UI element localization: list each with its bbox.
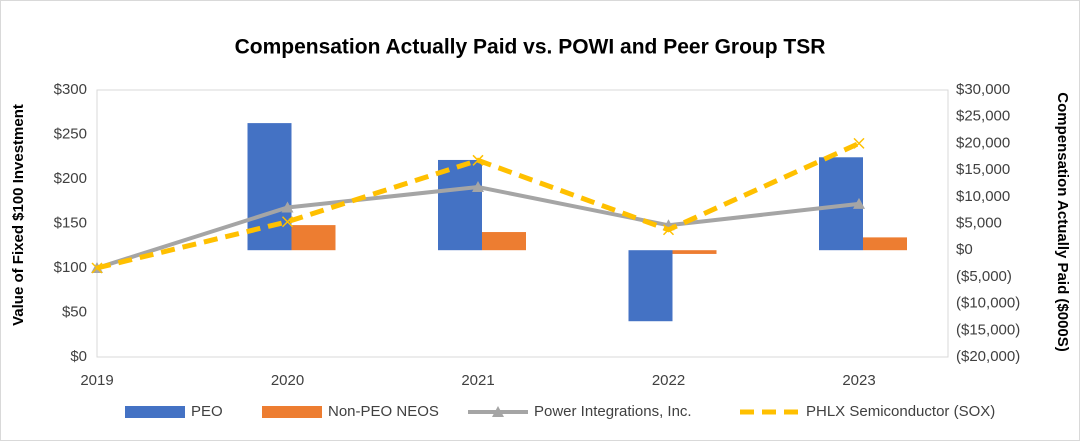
y2-tick-label: $0: [956, 241, 973, 258]
y2-tick-label: $15,000: [956, 161, 1010, 178]
bar: [672, 250, 717, 254]
point-marker: [853, 197, 865, 209]
legend-swatch: [262, 406, 322, 418]
legend-marker: [492, 406, 504, 417]
x-tick-label: 2020: [271, 372, 304, 389]
legend-swatch: [125, 406, 185, 418]
y2-tick-label: ($15,000): [956, 321, 1020, 338]
y-tick-label: $0: [70, 348, 87, 365]
x-tick-label: 2019: [80, 372, 113, 389]
plot-frame: [96, 89, 949, 358]
chart-title: Compensation Actually Paid vs. POWI and …: [235, 36, 826, 59]
bar: [863, 237, 907, 251]
point-marker: [281, 201, 294, 213]
x-tick-label: 2021: [461, 372, 494, 389]
y-tick-label: $150: [54, 214, 87, 231]
point-marker: [281, 216, 294, 228]
y2-tick-label: $30,000: [956, 81, 1010, 98]
point-marker: [91, 262, 103, 274]
point-marker: [853, 137, 865, 149]
y-tick-label: $50: [62, 303, 87, 320]
point-marker: [662, 224, 675, 236]
y-tick-label: $100: [54, 259, 87, 276]
y2-tick-label: ($5,000): [956, 268, 1012, 285]
y-tick-label: $300: [54, 81, 87, 98]
y2-tick-label: $20,000: [956, 134, 1010, 151]
y2-axis-label: Compensation Actually Paid ($000S): [1054, 92, 1071, 352]
y2-tick-label: ($10,000): [956, 295, 1020, 312]
x-tick-label: 2023: [842, 372, 875, 389]
y2-tick-label: $25,000: [956, 108, 1010, 125]
legend-label: PHLX Semiconductor (SOX): [806, 403, 995, 420]
legend-label: Power Integrations, Inc.: [534, 403, 692, 420]
legend-label: PEO: [191, 403, 223, 420]
bar: [438, 159, 482, 251]
y2-tick-label: $5,000: [956, 214, 1002, 231]
y-axis-label: Value of Fixed $100 Investment: [10, 104, 27, 326]
legend-label: Non-PEO NEOS: [328, 403, 439, 420]
bar: [291, 225, 336, 251]
y-tick-label: $200: [54, 170, 87, 187]
y2-tick-label: ($20,000): [956, 348, 1020, 365]
y-tick-label: $250: [54, 125, 87, 142]
bar: [482, 232, 526, 251]
bar: [628, 250, 673, 322]
point-marker: [472, 154, 484, 166]
y2-tick-label: $10,000: [956, 188, 1010, 205]
point-marker: [472, 181, 484, 193]
x-tick-label: 2022: [652, 372, 685, 389]
